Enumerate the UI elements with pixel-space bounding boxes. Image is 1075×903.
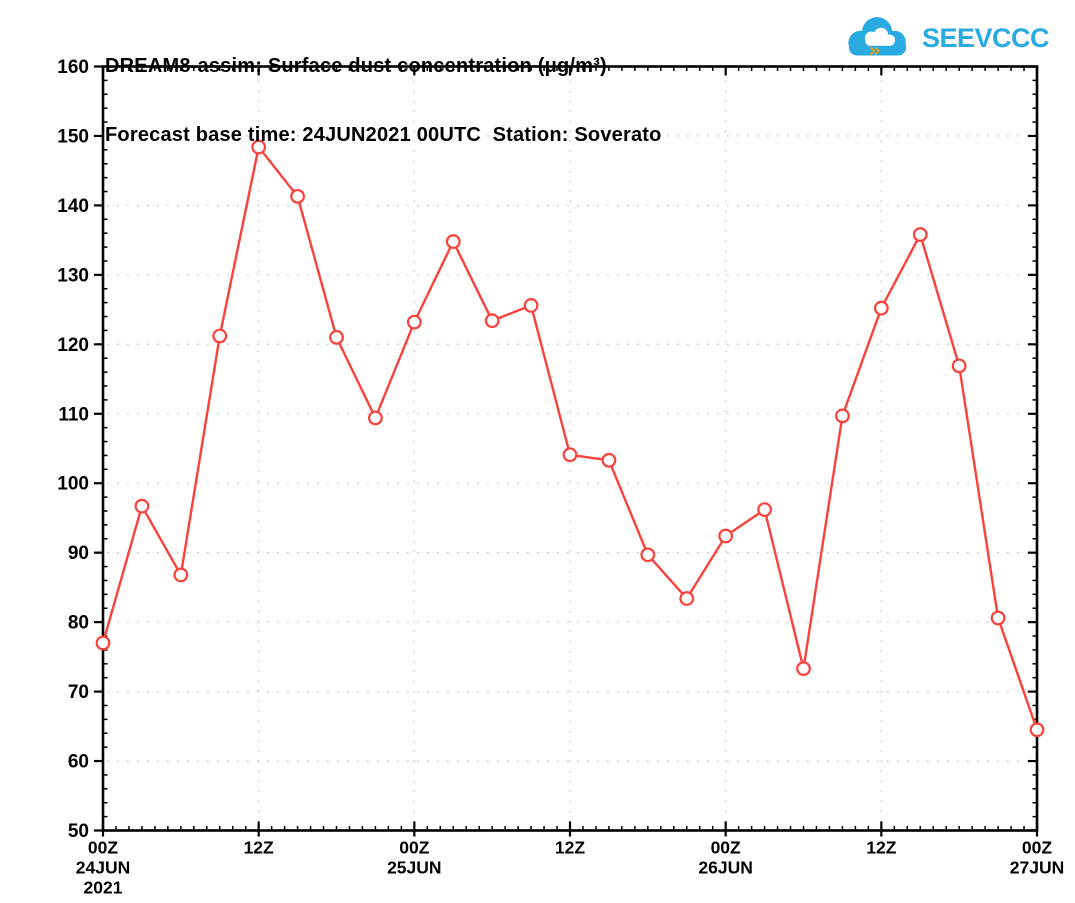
y-tick-label: 150 <box>57 126 89 147</box>
tick-marks <box>94 65 1039 837</box>
axis-labels: 506070809010011012013014015016000Z24JUN2… <box>57 57 1064 898</box>
chart-header: DREAM8-assim: Surface dust concentration… <box>105 9 662 193</box>
y-tick-label: 70 <box>68 682 89 703</box>
data-point-marker <box>912 227 928 242</box>
data-point-marker <box>329 329 344 345</box>
x-tick-date: 27JUN <box>1010 858 1064 878</box>
gridlines <box>107 70 1033 827</box>
chart-subtitle: Forecast base time: 24JUN2021 00UTC Stat… <box>105 124 662 146</box>
data-point-marker <box>445 234 461 249</box>
data-point-marker <box>718 528 734 544</box>
data-point-marker <box>173 567 189 583</box>
y-tick-label: 80 <box>68 613 89 634</box>
y-tick-label: 90 <box>68 543 89 564</box>
seevccc-logo-text: SEEVCCC <box>921 22 1050 53</box>
data-point-marker <box>990 610 1006 626</box>
x-tick-label: 12Z <box>866 838 896 858</box>
data-point-marker <box>1029 722 1045 738</box>
y-tick-label: 110 <box>58 404 89 425</box>
data-point-marker <box>406 314 422 330</box>
x-tick-year: 2021 <box>84 878 123 898</box>
data-point-marker <box>562 447 578 463</box>
y-tick-label: 140 <box>57 196 89 217</box>
x-tick-date: 25JUN <box>387 858 441 878</box>
x-tick-label: 00Z <box>711 838 741 858</box>
data-point-marker <box>523 298 539 313</box>
y-tick-label: 120 <box>57 335 89 356</box>
y-tick-label: 100 <box>57 474 89 495</box>
seevccc-logo: » SEEVCCC <box>844 13 1050 63</box>
x-tick-date: 24JUN <box>76 858 130 878</box>
data-point-marker <box>757 502 772 518</box>
data-point-marker <box>640 547 656 563</box>
x-tick-label: 00Z <box>88 838 118 858</box>
data-point-marker <box>679 591 695 606</box>
x-tick-label: 12Z <box>244 838 274 858</box>
data-point-marker <box>95 635 111 651</box>
y-tick-label: 160 <box>57 57 89 78</box>
x-tick-label: 00Z <box>399 838 429 858</box>
x-tick-label: 12Z <box>555 838 585 858</box>
data-point-marker <box>251 139 267 155</box>
y-tick-label: 130 <box>57 265 89 286</box>
data-point-marker <box>601 452 617 468</box>
chart-title: DREAM8-assim: Surface dust concentration… <box>105 55 607 77</box>
data-point-marker <box>290 188 305 204</box>
dust-series-line <box>101 145 1039 731</box>
x-tick-label: 00Z <box>1022 838 1052 858</box>
seevccc-arrow-icon: » <box>868 38 881 62</box>
y-tick-label: 50 <box>68 821 89 842</box>
seevccc-cloud-icon: » <box>848 17 907 62</box>
data-point-marker <box>134 498 150 514</box>
data-point-marker <box>835 408 850 424</box>
data-point-marker <box>484 313 500 329</box>
x-tick-date: 26JUN <box>698 858 752 878</box>
data-point-marker <box>212 328 228 344</box>
y-tick-label: 60 <box>68 752 89 773</box>
data-point-marker <box>951 358 967 374</box>
data-point-marker <box>873 300 889 316</box>
data-point-marker <box>796 661 811 677</box>
data-point-marker <box>368 410 383 426</box>
data-point-markers <box>95 139 1045 738</box>
